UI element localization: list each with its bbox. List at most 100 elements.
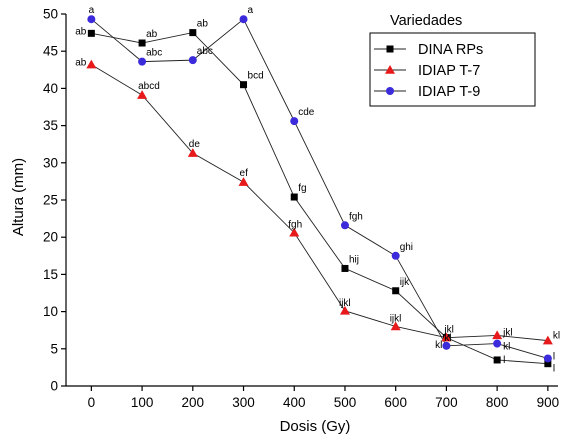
data-point [442,341,451,350]
data-point [544,360,552,368]
legend-item: IDIAP T-7 [374,63,480,79]
data-point [290,193,298,201]
point-label: a [89,5,95,16]
point-label: ghi [400,242,413,253]
data-point [441,332,452,342]
point-label: ijk [400,277,410,288]
point-label: ef [240,168,249,179]
data-point [238,177,249,186]
data-point [493,356,501,364]
point-label: abc [146,48,162,59]
point-label: kl [503,342,510,353]
point-label: de [189,139,201,150]
x-tick-label: 800 [486,395,509,410]
data-point [390,321,401,331]
data-point [340,221,349,230]
point-label: ab [146,29,158,40]
x-tick-label: 400 [283,395,306,410]
y-tick-label: 25 [43,193,58,208]
x-axis-title: Dosis (Gy) [280,418,351,435]
y-tick-label: 40 [43,81,58,96]
data-point [289,227,300,237]
point-label: abcd [138,81,160,92]
y-axis-title: Altura (mm) [10,158,27,236]
data-point [189,29,197,37]
point-label: bcd [248,71,264,82]
data-point [341,264,349,272]
legend-items: DINA RPs IDIAP T-7 IDIAP T-9 [374,42,483,100]
point-label: l [553,364,555,375]
point-label: abc [197,46,213,57]
y-tick-label: 10 [43,304,58,319]
legend-marker [385,65,395,74]
x-tick-label: 600 [384,395,407,410]
x-tick-label: 900 [537,395,560,410]
point-label: ab [75,58,87,69]
point-label: jkl [443,325,453,336]
x-tick-label: 200 [182,395,205,410]
data-point [493,339,502,348]
legend-label: DINA RPs [418,42,483,58]
point-label: ijkl [390,313,402,324]
data-point [392,287,400,295]
x-tick-label: 500 [334,395,357,410]
data-point [138,57,147,66]
point-label: kl [435,340,442,351]
series-markers [86,15,553,368]
legend-label: IDIAP T-9 [418,84,480,100]
data-point [87,15,96,24]
y-tick-label: 0 [50,379,58,394]
data-point [137,90,148,99]
y-tick-label: 30 [43,155,58,170]
y-tick-label: 20 [43,230,58,245]
data-point [86,59,97,69]
x-tick-label: 0 [88,395,96,410]
data-point [187,148,198,157]
point-label: kl [553,331,560,342]
legend-title: Variedades [390,13,462,29]
series-line-idiap-t-9 [91,18,548,359]
point-label: cde [298,107,315,118]
series-line-dina-rps [91,32,548,365]
legend-label: IDIAP T-7 [418,63,480,79]
y-tick-label: 15 [43,267,58,282]
series-lines [91,18,548,365]
point-label: fgh [288,220,302,231]
point-label: kl [444,333,451,344]
data-point [492,330,503,340]
data-point [87,29,95,37]
point-label: ab [197,19,209,30]
point-label: fgh [349,211,363,222]
data-point [391,251,400,260]
legend-item: DINA RPs [374,42,483,58]
y-tick-label: 5 [50,341,58,356]
point-label: hij [349,254,359,265]
point-label: fg [298,183,306,194]
y-tick-label: 50 [43,7,58,22]
x-tick-label: 700 [435,395,458,410]
point-label: l [553,351,555,362]
data-point [290,117,299,126]
x-tick-label: 100 [131,395,154,410]
y-tick-label: 35 [43,118,58,133]
y-tick-label: 45 [43,44,58,59]
legend-marker [386,45,394,53]
data-point [543,354,552,363]
data-point [239,15,248,24]
series-line-idiap-t-7 [91,64,548,342]
data-point [542,335,553,345]
data-point [339,305,350,315]
point-labels: ab ababbcdfghijijkllababcddeeffghijklijkl… [75,5,560,374]
data-point [240,81,248,89]
point-label: ab [75,26,87,37]
point-label: ijkl [339,298,351,309]
data-point [138,39,146,47]
x-tick-label: 300 [232,395,255,410]
legend: Variedades DINA RPs IDIAP T-7 IDIAP T-9 [369,13,536,107]
point-label: jkl [502,327,512,338]
point-label: l [503,355,505,366]
data-point [188,56,197,65]
